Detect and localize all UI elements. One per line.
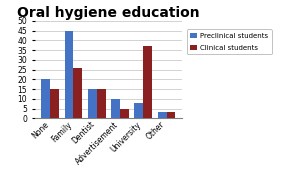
Bar bbox=[166, 112, 175, 118]
Bar bbox=[73, 68, 82, 118]
Legend: Preclinical students, Clinical students: Preclinical students, Clinical students bbox=[187, 29, 272, 54]
Bar bbox=[143, 46, 152, 118]
Bar bbox=[158, 112, 166, 118]
Bar bbox=[111, 99, 120, 118]
Bar bbox=[65, 31, 73, 118]
Bar bbox=[41, 79, 50, 118]
Bar bbox=[134, 103, 143, 118]
Bar bbox=[50, 89, 59, 118]
Title: Oral hygiene education: Oral hygiene education bbox=[17, 6, 200, 20]
Bar bbox=[88, 89, 97, 118]
Bar bbox=[120, 109, 129, 118]
Bar bbox=[97, 89, 105, 118]
